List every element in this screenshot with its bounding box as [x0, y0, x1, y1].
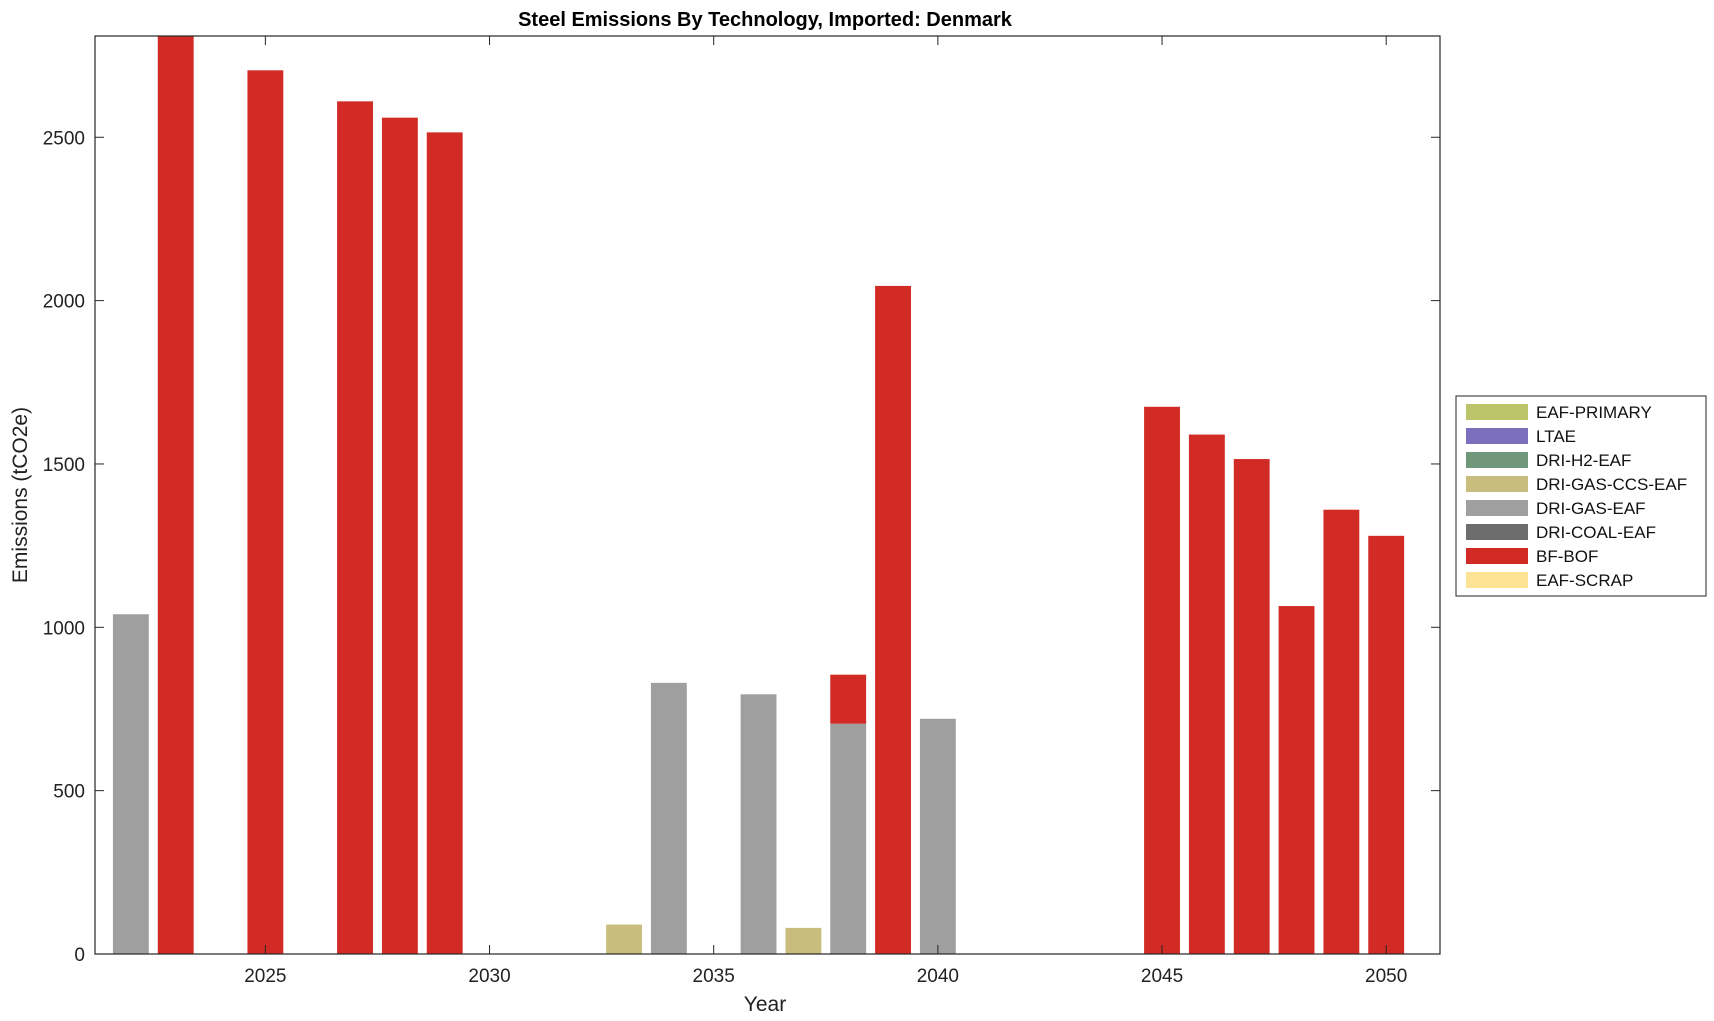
legend-swatch-dri-gas-eaf — [1466, 500, 1528, 516]
bar-bf-bof-2039 — [875, 285, 911, 954]
bar-bf-bof-2046 — [1188, 434, 1225, 955]
y-tick-label: 2500 — [43, 128, 85, 149]
bar-dri-gas-eaf-2038 — [830, 723, 867, 954]
legend-label-bf-bof: BF-BOF — [1536, 547, 1598, 566]
ticks-layer: 2025 2030 2035 2040 2045 2050 0 500 1000 1500 2000… — [43, 36, 1440, 987]
legend-swatch-ltae — [1466, 428, 1528, 444]
y-axis-title: Emissions (tCO2e) — [9, 407, 32, 583]
legend-swatch-eaf-primary — [1466, 404, 1528, 420]
y-tick-label: 1500 — [43, 455, 85, 476]
y-tick-label: 1000 — [43, 618, 85, 639]
bar-bf-bof-2050 — [1368, 535, 1405, 954]
y-tick-label: 500 — [53, 782, 85, 803]
plot-frame — [94, 35, 1441, 955]
x-tick-label: 2045 — [1141, 966, 1183, 987]
bar-bf-bof-2045 — [1144, 406, 1180, 954]
legend-swatch-eaf-scrap — [1466, 572, 1528, 588]
bar-dri-gas-eaf-2040 — [919, 718, 956, 954]
legend-swatch-dri-coal-eaf — [1466, 524, 1528, 540]
bar-bf-bof-2048 — [1278, 606, 1315, 954]
x-tick-label: 2050 — [1365, 966, 1407, 987]
bar-bf-bof-2025 — [247, 70, 284, 954]
legend: EAF-PRIMARY LTAE DRI-H2-EAF DRI-GAS-CCS-EAF… — [1455, 395, 1707, 597]
bar-bf-bof-2038 — [830, 674, 867, 724]
legend-swatch-bf-bof — [1466, 548, 1528, 564]
bar-dri-gas-ccs-eaf-2033 — [606, 924, 642, 954]
x-tick-label: 2030 — [468, 966, 510, 987]
bar-bf-bof-2047 — [1233, 459, 1270, 954]
bar-bf-bof-2027 — [337, 101, 373, 955]
bar-bf-bof-2023 — [157, 36, 194, 954]
legend-label-dri-coal-eaf: DRI-COAL-EAF — [1536, 523, 1656, 542]
legend-label-dri-h2-eaf: DRI-H2-EAF — [1536, 451, 1631, 470]
legend-label-ltae: LTAE — [1536, 427, 1576, 446]
y-tick-label: 2000 — [43, 292, 85, 313]
legend-swatch-dri-h2-eaf — [1466, 452, 1528, 468]
bar-dri-gas-eaf-2022 — [112, 614, 149, 954]
bar-bf-bof-2029 — [426, 132, 463, 955]
y-tick-label: 0 — [74, 945, 85, 966]
x-tick-label: 2035 — [693, 966, 735, 987]
bar-bf-bof-2049 — [1323, 509, 1360, 954]
legend-items: EAF-PRIMARY LTAE DRI-H2-EAF DRI-GAS-CCS-EAF… — [1466, 403, 1687, 590]
legend-label-dri-gas-ccs-eaf: DRI-GAS-CCS-EAF — [1536, 475, 1687, 494]
bar-dri-gas-ccs-eaf-2037 — [785, 927, 822, 954]
bar-bf-bof-2028 — [381, 117, 418, 954]
x-axis-title: Year — [744, 993, 786, 1016]
legend-label-eaf-primary: EAF-PRIMARY — [1536, 403, 1652, 422]
legend-label-eaf-scrap: EAF-SCRAP — [1536, 571, 1633, 590]
bars-layer — [112, 36, 1405, 955]
chart-title: Steel Emissions By Technology, Imported:… — [518, 9, 1013, 31]
legend-swatch-dri-gas-ccs-eaf — [1466, 476, 1528, 492]
legend-box — [1455, 395, 1707, 597]
x-tick-label: 2025 — [244, 966, 286, 987]
bar-dri-gas-eaf-2036 — [740, 694, 777, 954]
x-tick-label: 2040 — [917, 966, 959, 987]
legend-label-dri-gas-eaf: DRI-GAS-EAF — [1536, 499, 1646, 518]
bar-dri-gas-eaf-2034 — [650, 682, 687, 954]
